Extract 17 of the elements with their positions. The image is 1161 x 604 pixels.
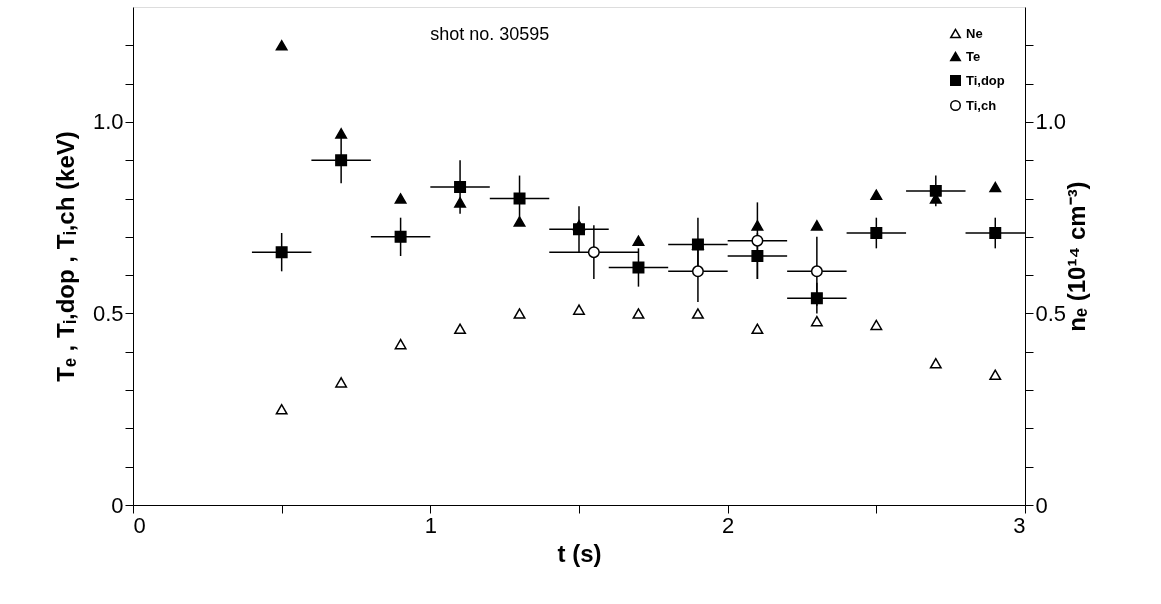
legend-label: Ti,dop [966, 72, 1005, 88]
x-axis-title: t (s) [557, 539, 602, 567]
x-tick-label: 3 [1013, 512, 1026, 538]
x-tick-label: 2 [722, 512, 735, 538]
y-axis-title: Tₑ , Tᵢ,dop , Tᵢ,ch (keV) [51, 131, 79, 382]
y-tick-label: 0 [111, 492, 124, 518]
y2-tick-label: 1.0 [1035, 109, 1067, 135]
text: shot no. 30595 [430, 24, 550, 44]
y2-tick-label: 0.5 [1035, 300, 1067, 326]
legend-label: Ti,ch [966, 97, 997, 113]
legend-label: Ne [966, 25, 983, 41]
x-tick-label: 0 [133, 512, 146, 538]
x-tick-label: 1 [424, 512, 437, 538]
legend-label: Te [966, 48, 981, 64]
y-tick-label: 1.0 [92, 109, 124, 135]
y2-tick-label: 0 [1035, 492, 1048, 518]
y-tick-label: 0.5 [92, 300, 124, 326]
